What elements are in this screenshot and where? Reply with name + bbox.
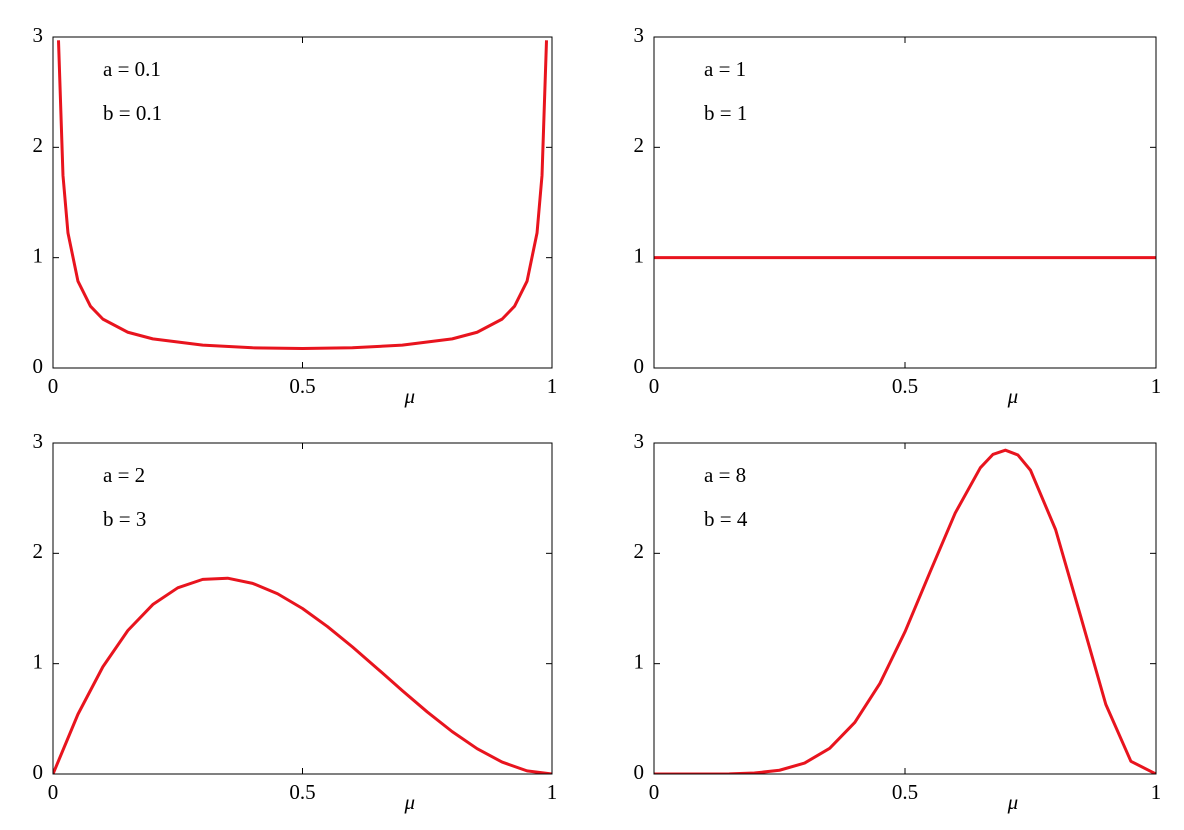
y-tick-label: 0 bbox=[634, 760, 645, 784]
x-tick-label: 0 bbox=[649, 374, 660, 398]
x-tick-label: 0 bbox=[48, 374, 59, 398]
curve bbox=[53, 576, 552, 774]
panel: 0 1 2 3 0 0.5 1 μ a = 0.1 b = 0.1 bbox=[33, 23, 558, 408]
x-tick-label: 1 bbox=[1151, 374, 1162, 398]
x-tick-label: 1 bbox=[547, 780, 558, 804]
annotation: a = 1 bbox=[704, 57, 746, 81]
panel: 0 1 2 3 0 0.5 1 μ a = 1 b = 1 bbox=[634, 23, 1162, 408]
annotation: b = 3 bbox=[103, 507, 146, 531]
y-tick-label: 2 bbox=[634, 133, 645, 157]
y-tick-label: 0 bbox=[634, 354, 645, 378]
annotation: b = 4 bbox=[704, 507, 748, 531]
y-tick-label: 1 bbox=[33, 649, 44, 673]
plot-area bbox=[53, 576, 552, 774]
x-tick-label: 1 bbox=[1151, 780, 1162, 804]
x-tick-label: 1 bbox=[547, 374, 558, 398]
y-tick-label: 1 bbox=[634, 649, 645, 673]
y-tick-label: 0 bbox=[33, 354, 44, 378]
annotation: b = 1 bbox=[704, 101, 747, 125]
plot-area bbox=[654, 448, 1156, 774]
annotation: a = 8 bbox=[704, 463, 746, 487]
axes-frame bbox=[653, 36, 1157, 369]
y-tick-label: 3 bbox=[33, 23, 44, 47]
x-tick-label: 0.5 bbox=[289, 374, 315, 398]
y-tick-label: 0 bbox=[33, 760, 44, 784]
y-tick-label: 1 bbox=[634, 243, 645, 267]
x-tick-label: 0 bbox=[48, 780, 59, 804]
y-tick-label: 2 bbox=[33, 539, 44, 563]
y-tick-label: 3 bbox=[634, 429, 645, 453]
axes-frame bbox=[653, 442, 1157, 775]
y-tick-label: 3 bbox=[634, 23, 645, 47]
panel: 0 1 2 3 0 0.5 1 μ a = 2 b = 3 bbox=[33, 429, 558, 814]
y-tick-label: 3 bbox=[33, 429, 44, 453]
x-tick-label: 0 bbox=[649, 780, 660, 804]
annotation: a = 0.1 bbox=[103, 57, 161, 81]
axes-frame bbox=[52, 36, 553, 369]
y-tick-label: 1 bbox=[33, 243, 44, 267]
x-axis-label: μ bbox=[1007, 384, 1019, 408]
curve bbox=[56, 40, 549, 350]
curve bbox=[654, 448, 1156, 774]
y-tick-label: 2 bbox=[33, 133, 44, 157]
x-axis-label: μ bbox=[404, 790, 416, 814]
x-tick-label: 0.5 bbox=[892, 374, 918, 398]
plot-area bbox=[56, 40, 549, 350]
x-tick-label: 0.5 bbox=[892, 780, 918, 804]
annotation: a = 2 bbox=[103, 463, 145, 487]
panel: 0 1 2 3 0 0.5 1 μ a = 8 b = 4 bbox=[634, 429, 1162, 814]
axes-frame bbox=[52, 442, 553, 775]
annotation: b = 0.1 bbox=[103, 101, 162, 125]
x-tick-label: 0.5 bbox=[289, 780, 315, 804]
x-axis-label: μ bbox=[404, 384, 416, 408]
x-axis-label: μ bbox=[1007, 790, 1019, 814]
y-tick-label: 2 bbox=[634, 539, 645, 563]
